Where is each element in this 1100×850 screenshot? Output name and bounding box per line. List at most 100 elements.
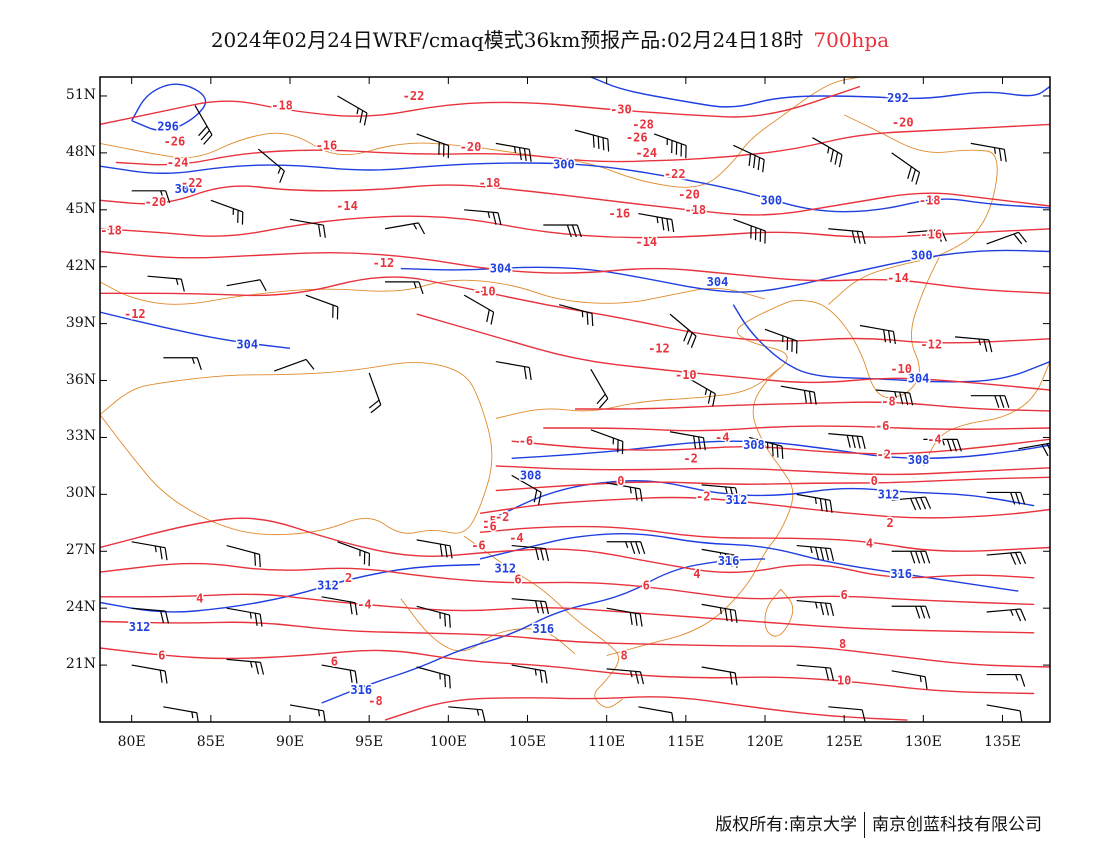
wind-barb	[749, 436, 784, 459]
temperature-label: -18	[100, 224, 122, 238]
boundary-line	[100, 77, 861, 188]
wind-barb	[574, 129, 610, 152]
temperature-label: -12	[920, 337, 942, 351]
wind-barb	[907, 228, 947, 242]
wind-barb	[812, 137, 843, 168]
wind-barb	[590, 368, 609, 409]
temperature-label: 10	[837, 673, 851, 687]
temperature-label: 6	[331, 654, 338, 668]
wind-barb	[970, 395, 1010, 408]
temperature-label: 6	[841, 588, 848, 602]
temperature-isoline	[495, 476, 1050, 492]
wind-barb	[384, 222, 426, 235]
temperature-label: -14	[635, 235, 657, 249]
wind-barb	[891, 605, 931, 619]
wind-barb	[685, 376, 716, 407]
wind-barb	[891, 496, 932, 511]
temperature-isoline	[100, 184, 1050, 216]
wind-barb	[653, 133, 687, 159]
wind-barb	[954, 336, 993, 353]
wind-barb	[606, 541, 646, 554]
height-label: 292	[887, 91, 909, 105]
copyright-footer: 版权所有:南京大学 南京创蓝科技有限公司	[715, 810, 1042, 838]
wind-barb	[701, 484, 740, 501]
temperature-label: -18	[479, 176, 501, 190]
boundary-line	[495, 366, 782, 419]
temperature-label: -2	[495, 510, 509, 524]
wind-barb	[733, 144, 765, 173]
temperature-isoline	[100, 620, 1050, 668]
height-label: 304	[490, 262, 512, 276]
height-label: 312	[129, 620, 151, 634]
temperature-label: -30	[610, 102, 632, 116]
height-label: 308	[908, 453, 930, 467]
lon-label: 115E	[667, 734, 705, 750]
wind-barb	[875, 389, 914, 406]
wind-barb	[828, 706, 866, 722]
wind-barb	[194, 105, 213, 145]
height-label: 308	[520, 468, 542, 482]
temperature-label: -8	[368, 694, 382, 708]
temperature-isoline	[543, 425, 1050, 432]
wind-barb	[986, 231, 1027, 245]
wind-barb	[606, 482, 643, 502]
wind-barb	[495, 360, 532, 381]
lon-label: 130E	[904, 734, 942, 750]
lat-label: 39N	[65, 314, 96, 331]
temperature-label: -28	[632, 117, 654, 131]
lon-label: 80E	[117, 734, 146, 750]
wind-barb	[416, 605, 451, 628]
temperature-label: -24	[635, 146, 657, 160]
temperature-isoline	[100, 647, 1035, 695]
temperature-label: 4	[196, 592, 203, 606]
wind-barb	[669, 313, 697, 348]
height-isoline	[321, 558, 766, 704]
wind-barb	[891, 550, 931, 564]
height-label: 316	[890, 567, 912, 581]
wind-barb	[163, 357, 202, 370]
height-isoline	[590, 77, 1050, 108]
wind-barb	[923, 438, 962, 452]
wind-barb	[701, 603, 738, 623]
wind-barb	[289, 218, 326, 238]
wind-barb	[638, 706, 674, 722]
temperature-label: -16	[608, 207, 630, 221]
temperature-label: -10	[474, 284, 496, 298]
wind-barb	[796, 544, 835, 561]
temperature-label: -4	[357, 597, 371, 611]
temperature-label: -22	[403, 89, 425, 103]
temperature-isoline	[100, 276, 1050, 344]
wind-barb	[891, 670, 928, 690]
lat-label: 21N	[65, 656, 96, 673]
lat-label: 33N	[65, 428, 96, 445]
isoline-labels-layer: 296 300 292 300 300 300 304 304 304 304 308 308 308 3…	[100, 87, 944, 709]
height-label: 304	[707, 275, 729, 289]
temperature-isoline	[100, 85, 861, 126]
temperature-isoline	[100, 215, 1050, 239]
wind-barb	[131, 541, 168, 561]
temperature-label: -18	[684, 203, 706, 217]
height-isoline	[732, 304, 1050, 383]
footer-separator	[864, 812, 865, 838]
lon-label: 95E	[355, 734, 384, 750]
temperature-isoline	[115, 123, 1050, 166]
temperature-label: 2	[886, 516, 893, 530]
temperature-label: -2	[877, 448, 891, 462]
wind-barb	[733, 218, 766, 244]
temperature-label: -20	[145, 195, 167, 209]
wind-barb	[131, 190, 171, 204]
temperature-isoline	[575, 401, 1050, 412]
temperature-label: -20	[678, 188, 700, 202]
height-label: 296	[157, 119, 179, 133]
wind-barb	[970, 142, 1007, 162]
temperature-label: -8	[881, 394, 895, 408]
height-label: 300	[175, 182, 197, 196]
height-label: 312	[726, 493, 748, 507]
lon-label: 100E	[429, 734, 467, 750]
temperature-label: -6	[471, 539, 485, 553]
lon-label: 135E	[984, 734, 1021, 750]
wind-barb	[321, 664, 358, 684]
lat-label: 24N	[65, 599, 96, 616]
wind-barb	[511, 544, 550, 561]
